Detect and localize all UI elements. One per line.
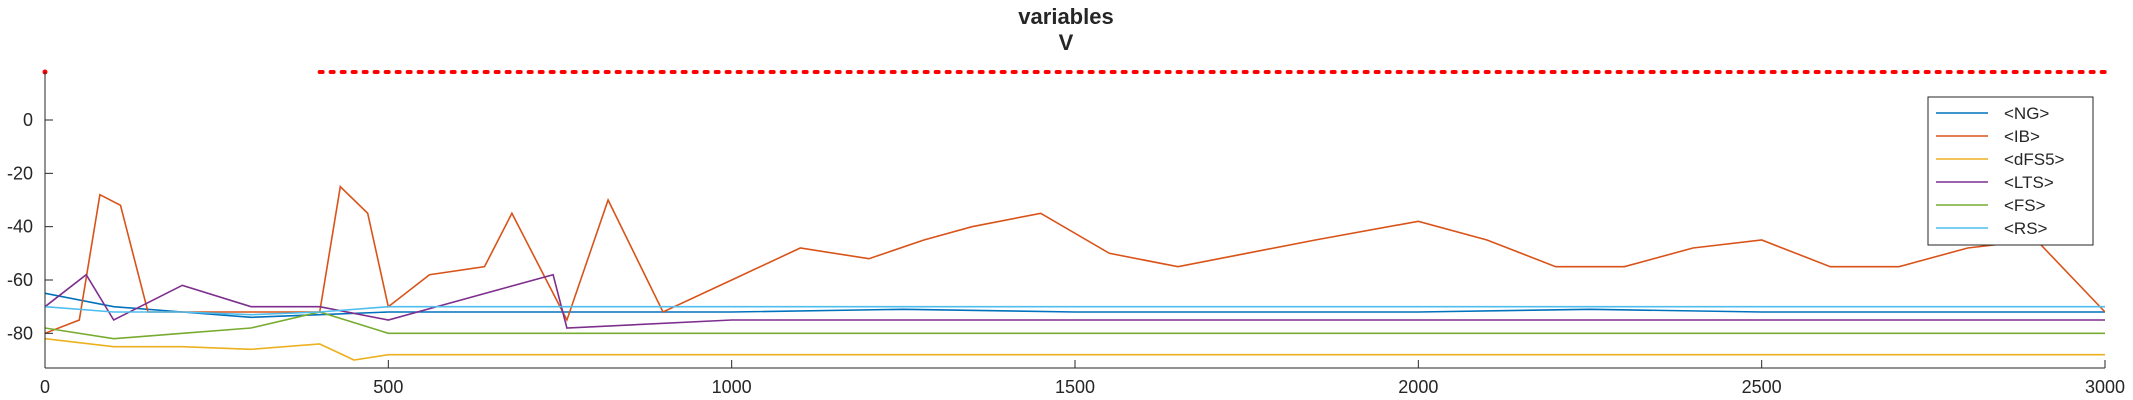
legend-label: <NG> bbox=[2004, 104, 2049, 123]
y-tick-label: -20 bbox=[7, 163, 33, 183]
x-tick-label: 1000 bbox=[712, 377, 752, 397]
chart-subtitle-text: V bbox=[1059, 30, 1074, 55]
series-line-4 bbox=[45, 311, 2105, 340]
legend: <NG> <IB> <dFS5> <LTS> <FS> <RS> bbox=[1927, 96, 2094, 246]
legend-label: <IB> bbox=[2004, 127, 2040, 146]
legend-label: <RS> bbox=[2004, 219, 2048, 238]
x-tick-label: 3000 bbox=[2085, 377, 2125, 397]
legend-item: <dFS5> bbox=[1936, 150, 2065, 169]
legend-item: <IB> bbox=[1936, 127, 2040, 146]
legend-label: <LTS> bbox=[2004, 173, 2054, 192]
y-tick-label: -40 bbox=[7, 217, 33, 237]
x-tick-label: 2000 bbox=[1398, 377, 1438, 397]
y-tick-label: 0 bbox=[23, 110, 33, 130]
legend-label: <dFS5> bbox=[2004, 150, 2065, 169]
reference-marker-layer bbox=[42, 69, 2107, 75]
y-tick-label: -80 bbox=[7, 323, 33, 343]
series-line-0 bbox=[45, 292, 2105, 319]
x-tick-label: 500 bbox=[373, 377, 403, 397]
chart-title-text: variables bbox=[1018, 4, 1113, 29]
legend-item: <FS> bbox=[1936, 196, 2046, 215]
x-tick-label: 0 bbox=[40, 377, 50, 397]
legend-item: <RS> bbox=[1936, 219, 2048, 238]
series-layer bbox=[45, 185, 2105, 361]
x-tick-label: 1500 bbox=[1055, 377, 1095, 397]
axes: 0 500 1000 1500 2000 2500 3000 0 -20 -40 -60 -80 bbox=[7, 72, 2125, 397]
legend-item: <LTS> bbox=[1936, 173, 2054, 192]
legend-box bbox=[1927, 96, 2094, 246]
chart-title: variables V bbox=[1018, 4, 1113, 55]
series-line-5 bbox=[45, 305, 2105, 316]
x-tick-label: 2500 bbox=[1742, 377, 1782, 397]
series-line-3 bbox=[45, 273, 2105, 329]
y-tick-label: -60 bbox=[7, 270, 33, 290]
series-line-2 bbox=[45, 337, 2105, 361]
plot-area: 0 500 1000 1500 2000 2500 3000 0 -20 -40 -60 -80 bbox=[7, 69, 2125, 397]
legend-label: <FS> bbox=[2004, 196, 2046, 215]
legend-item: <NG> bbox=[1936, 104, 2049, 123]
